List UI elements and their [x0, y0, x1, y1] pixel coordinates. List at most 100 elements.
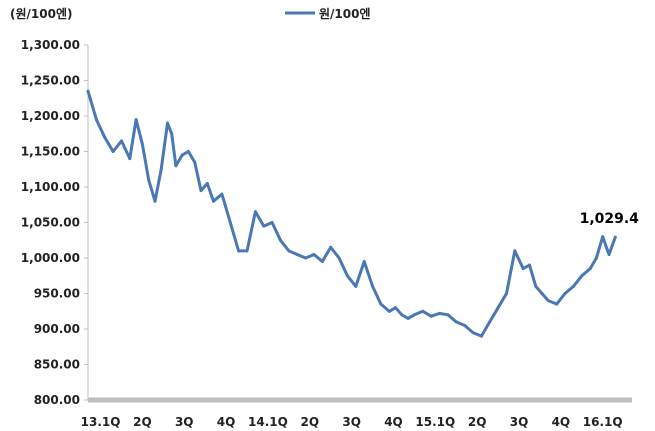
series-point [159, 167, 163, 171]
y-tick-label: 1,250.00 [21, 74, 80, 88]
series-point [166, 121, 169, 125]
series-point [111, 150, 115, 153]
series-point [153, 199, 157, 203]
series-point [521, 267, 525, 271]
series-point [180, 153, 184, 157]
series-point [412, 313, 416, 317]
series-point [312, 253, 316, 256]
series-line-won-per-100yen [86, 90, 617, 338]
series-point [174, 164, 178, 168]
series-point [345, 274, 349, 278]
series-point [454, 320, 458, 324]
y-tick-label: 1,200.00 [21, 109, 80, 123]
series-point [186, 150, 190, 153]
series-point [120, 139, 123, 143]
y-tick-label: 1,300.00 [21, 38, 80, 52]
series-point [170, 132, 174, 136]
y-tick-label: 950.00 [34, 287, 80, 301]
x-tick-label: 15.1Q [415, 415, 455, 429]
series-point [429, 314, 433, 318]
series-point [379, 302, 383, 306]
series-point [295, 253, 299, 256]
x-tick-label: 2Q [468, 415, 487, 429]
series-point [463, 323, 467, 327]
series-point [528, 263, 531, 267]
series-point [362, 260, 366, 263]
x-tick-label: 3Q [175, 415, 194, 429]
series-point [86, 89, 90, 93]
series-point [406, 316, 410, 320]
series-point [479, 334, 483, 338]
y-axis: 1,300.00 1,250.00 1,200.00 1,150.00 1,100.00… [21, 38, 88, 407]
series-point [540, 292, 544, 295]
series-point [601, 235, 605, 239]
series-point [594, 256, 598, 260]
series-point [220, 192, 224, 196]
series-point [354, 284, 358, 288]
series-point [607, 253, 611, 256]
series-point [304, 256, 308, 260]
y-tick-label: 1,050.00 [21, 216, 80, 230]
series-point [505, 292, 508, 295]
series-point [320, 260, 324, 263]
series-point [237, 249, 241, 253]
series-point [496, 306, 500, 310]
series-point [471, 331, 475, 335]
series-point [371, 284, 375, 288]
series-point [212, 199, 215, 203]
x-tick-label: 14.1Q [248, 415, 288, 429]
series-point [613, 235, 617, 239]
series-point [421, 309, 425, 313]
series-point [394, 306, 398, 310]
x-tick-label: 4Q [217, 415, 236, 429]
last-value-annotation: 1,029.4 [580, 211, 640, 227]
x-tick-label: 3Q [510, 415, 529, 429]
x-tick-label: 3Q [342, 415, 361, 429]
series-point [287, 249, 291, 253]
legend-label: 원/100엔 [319, 6, 371, 21]
series-point [555, 302, 559, 306]
series-point [387, 309, 391, 313]
series-point [270, 221, 274, 224]
series-point [134, 118, 138, 122]
x-tick-label: 13.1Q [81, 415, 121, 429]
series-point [571, 284, 575, 288]
series-point [329, 245, 333, 249]
series-point [279, 238, 282, 242]
series-point [563, 292, 567, 295]
series-point [140, 142, 144, 146]
x-axis: 13.1Q 2Q 3Q 4Q 14.1Q 2Q 3Q 4Q 15.1Q 2Q 3Q 4Q 16.1Q [81, 415, 623, 429]
x-tick-label: 4Q [384, 415, 403, 429]
series-point [534, 284, 538, 288]
x-tick-label: 4Q [552, 415, 571, 429]
series-point [253, 210, 257, 214]
y-tick-label: 1,000.00 [21, 251, 80, 265]
series-point [513, 249, 517, 253]
y-tick-label: 850.00 [34, 358, 80, 372]
series-point [147, 178, 151, 182]
series-point [245, 249, 249, 253]
series-point [488, 320, 492, 324]
series-points [86, 89, 617, 338]
series-point [438, 311, 441, 315]
series-point [262, 224, 266, 228]
legend: 원/100엔 [285, 6, 371, 21]
y-tick-label: 1,100.00 [21, 180, 80, 194]
series-point [588, 267, 592, 271]
series-point [103, 135, 107, 139]
series-point [546, 299, 550, 303]
series-point [205, 182, 209, 185]
series-point [446, 313, 450, 317]
x-tick-label: 2Q [133, 415, 152, 429]
y-tick-label: 1,150.00 [21, 145, 80, 159]
x-tick-label: 16.1Q [583, 415, 623, 429]
series-point [128, 157, 132, 161]
series-point [193, 160, 197, 164]
series-point [228, 221, 232, 224]
y-tick-label: 900.00 [34, 322, 80, 336]
y-axis-unit-label: (원/100엔) [10, 6, 72, 21]
y-tick-label: 800.00 [34, 393, 80, 407]
series-point [400, 313, 404, 317]
series-point [94, 118, 98, 122]
